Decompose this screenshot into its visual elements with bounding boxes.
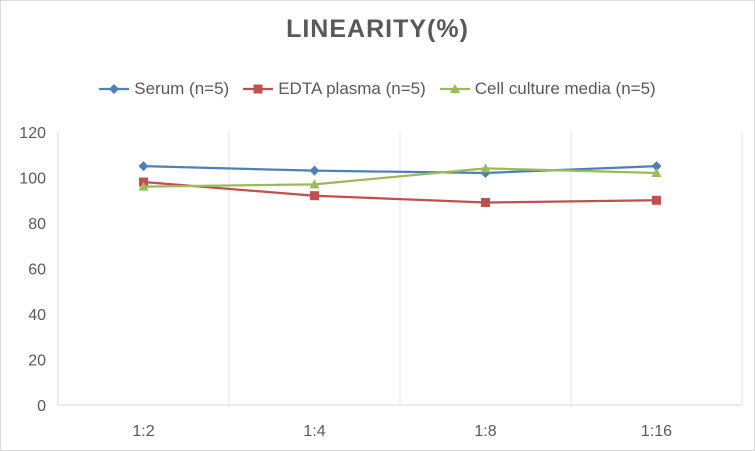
legend-label: EDTA plasma (n=5) — [278, 79, 426, 98]
legend-item-2: EDTA plasma (n=5) — [243, 79, 426, 99]
data-point-series-3 — [480, 163, 491, 173]
legend-label: Cell culture media (n=5) — [474, 79, 656, 98]
legend-swatch — [99, 84, 130, 94]
chart-title: LINEARITY(%) — [286, 15, 469, 43]
data-point-series-2 — [310, 191, 319, 201]
y-tick-label: 80 — [28, 216, 46, 233]
legend-swatch — [439, 84, 470, 93]
data-point-series-2 — [652, 195, 661, 205]
y-tick-label: 100 — [19, 171, 46, 188]
x-tick-label: 1:2 — [132, 423, 154, 440]
series-line-1 — [143, 165, 657, 175]
data-point-series-1 — [138, 161, 149, 172]
legend-swatch — [243, 84, 274, 94]
series-line-2 — [143, 180, 657, 204]
x-tick-label: 1:8 — [474, 423, 496, 440]
data-point-series-2 — [481, 198, 490, 208]
y-tick-label: 0 — [37, 398, 46, 415]
y-tick-label: 20 — [28, 353, 46, 370]
data-point-series-1 — [309, 165, 320, 176]
series-line-3 — [143, 167, 657, 188]
data-point-series-3 — [309, 179, 320, 189]
data-point-series-3 — [651, 167, 662, 177]
data-point-series-1 — [651, 161, 662, 172]
y-tick-label: 120 — [19, 125, 46, 142]
y-tick-label: 60 — [28, 262, 46, 279]
y-tick-label: 40 — [28, 307, 46, 324]
chart-legend: Serum (n=5) EDTA plasma (n=5) Cell culture… — [1, 79, 754, 99]
legend-label: Serum (n=5) — [134, 79, 230, 98]
legend-item-3: Cell culture media (n=5) — [439, 79, 656, 99]
x-tick-label: 1:4 — [303, 423, 325, 440]
legend-item-1: Serum (n=5) — [99, 79, 229, 99]
data-point-series-3 — [138, 181, 149, 191]
x-tick-label: 1:16 — [641, 423, 672, 440]
